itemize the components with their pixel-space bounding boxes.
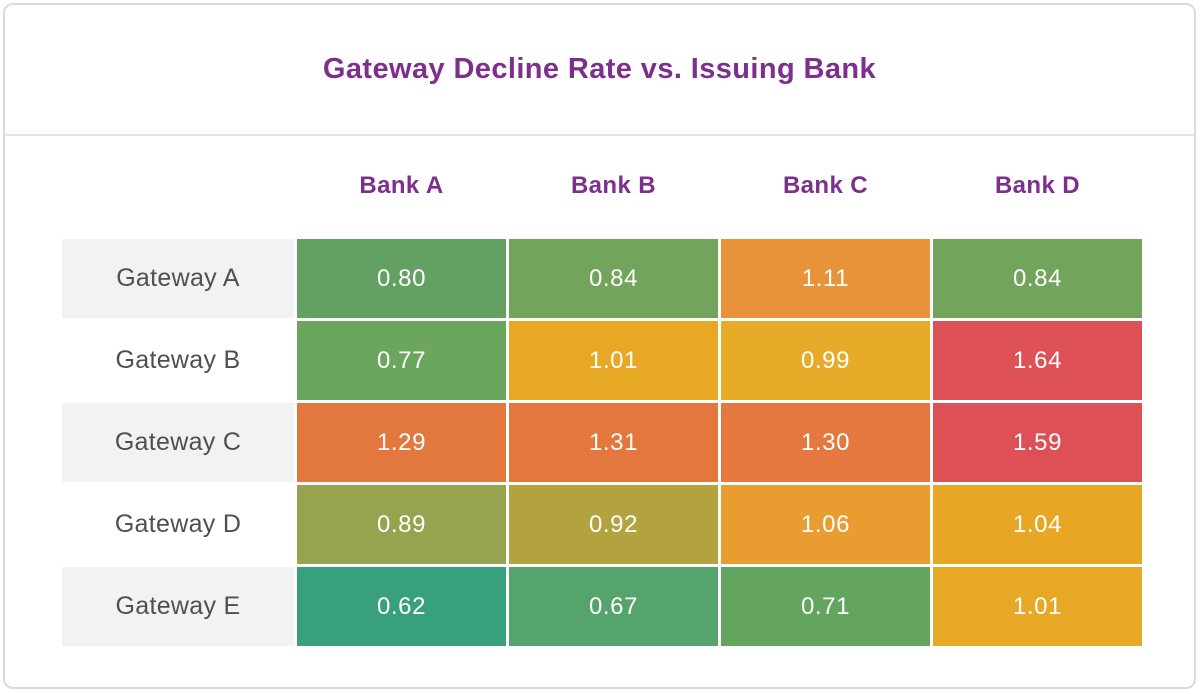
heatmap-cell: 1.01 — [933, 567, 1142, 646]
heatmap-cell: 0.92 — [509, 485, 718, 564]
heatmap-cell: 0.77 — [297, 321, 506, 400]
column-header-bank-b: Bank B — [570, 172, 657, 199]
row-label-gateway-d: Gateway D — [114, 510, 242, 538]
heatmap-cell: 0.67 — [509, 567, 718, 646]
row-label-gateway-e: Gateway E — [62, 567, 294, 646]
column-header-bank-d: Bank D — [994, 172, 1081, 199]
heatmap-cell: 0.80 — [297, 239, 506, 318]
heatmap-cell: 0.84 — [933, 239, 1142, 318]
heatmap-cell: 0.71 — [721, 567, 930, 646]
heatmap-cell: 1.30 — [721, 403, 930, 482]
chart-card: Gateway Decline Rate vs. Issuing Bank Ba… — [3, 3, 1196, 689]
heatmap-cell: 1.29 — [297, 403, 506, 482]
column-header-bank-c: Bank C — [782, 172, 869, 199]
chart-header: Gateway Decline Rate vs. Issuing Bank — [5, 5, 1194, 136]
heatmap-cell: 1.06 — [721, 485, 930, 564]
heatmap-cell: 1.01 — [509, 321, 718, 400]
heatmap-cell: 0.89 — [297, 485, 506, 564]
row-label-gateway-c: Gateway C — [62, 403, 294, 482]
heatmap-cell: 1.59 — [933, 403, 1142, 482]
row-label-gateway-a: Gateway A — [62, 239, 294, 318]
column-header-bank-a: Bank A — [359, 172, 444, 199]
heatmap-cell: 0.99 — [721, 321, 930, 400]
heatmap-cell: 0.84 — [509, 239, 718, 318]
heatmap-corner-spacer — [62, 136, 294, 236]
page-title: Gateway Decline Rate vs. Issuing Bank — [322, 53, 877, 85]
row-label-gateway-b: Gateway B — [115, 346, 241, 374]
heatmap-cell: 0.62 — [297, 567, 506, 646]
heatmap-cell: 1.04 — [933, 485, 1142, 564]
heatmap-cell: 1.11 — [721, 239, 930, 318]
heatmap-cell: 1.31 — [509, 403, 718, 482]
heatmap-cell: 1.64 — [933, 321, 1142, 400]
heatmap-grid: Bank A Bank B Bank C Bank D Gateway A 0.80 0.8… — [62, 136, 1142, 646]
